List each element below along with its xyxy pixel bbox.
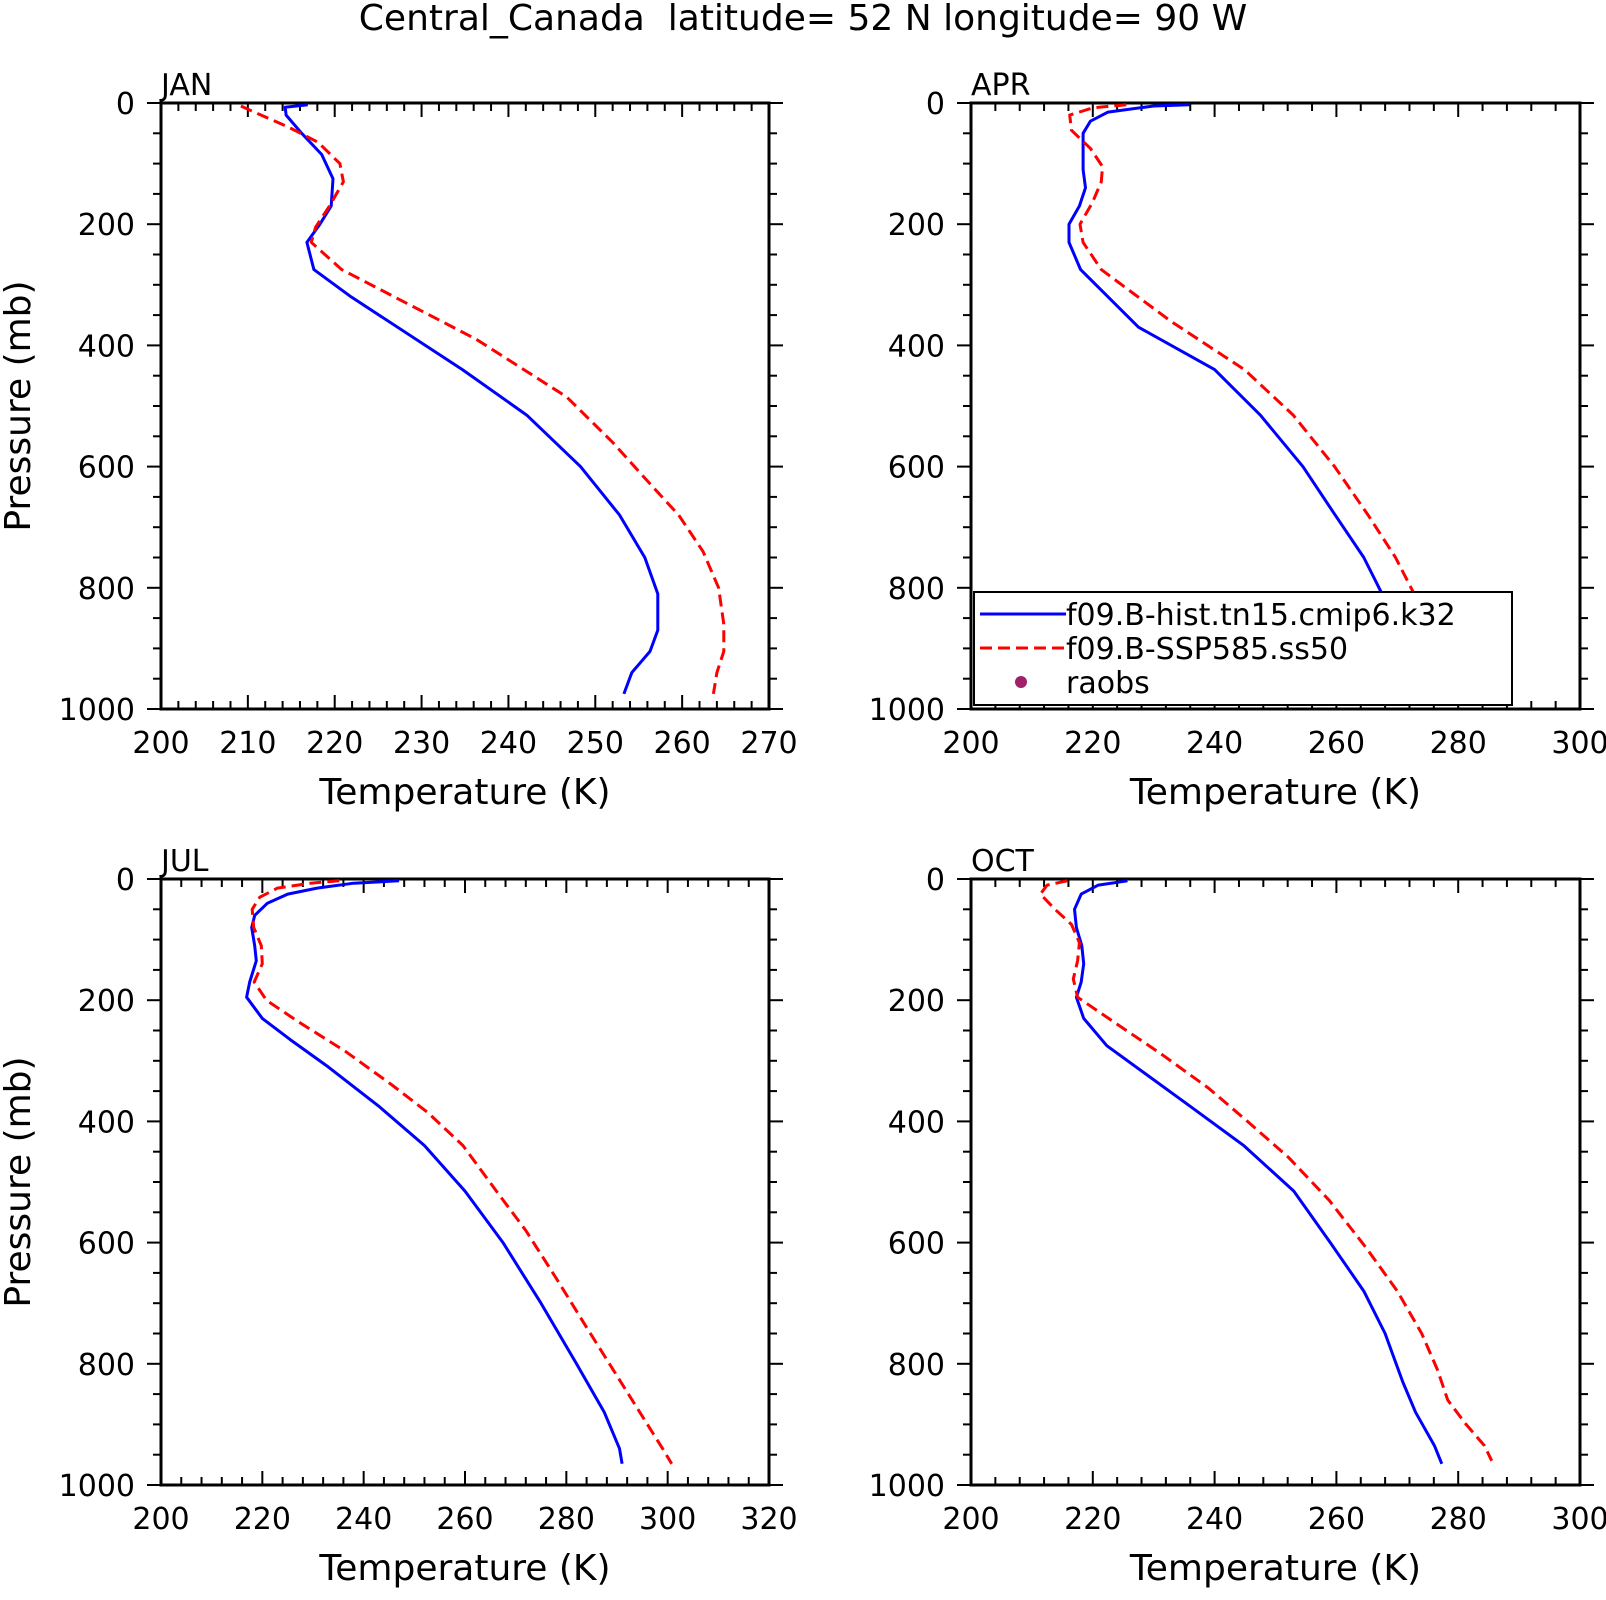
x-tick-label: 220: [1064, 726, 1121, 761]
x-tick-label: 300: [639, 1502, 696, 1537]
x-tick-label: 320: [740, 1502, 797, 1537]
panel-title: OCT: [971, 844, 1035, 879]
panel-apr: APR 200 220 240 260 280 300 0 200 400 600 800 1000 Te…: [869, 68, 1606, 813]
x-tick-label: 280: [1430, 726, 1487, 761]
hist-series-line: [283, 103, 660, 695]
x-tick-label: 300: [1551, 726, 1606, 761]
ssp585-series-line: [240, 104, 726, 695]
y-tick-label: 200: [888, 208, 945, 243]
panel-title: JUL: [159, 844, 209, 879]
panel-jan: JAN 200 210 220 230 240 250 260 270 0 200 400 600 800…: [0, 68, 798, 813]
y-tick-label: 400: [888, 329, 945, 364]
x-axis-label: Temperature (K): [318, 1548, 610, 1589]
x-tick-label: 220: [234, 1502, 291, 1537]
x-tick-label: 240: [480, 726, 537, 761]
x-tick-label: 260: [1308, 1502, 1365, 1537]
y-tick-label: 800: [888, 1348, 945, 1383]
y-tick-label: 600: [78, 451, 135, 486]
x-axis-label: Temperature (K): [1129, 1548, 1421, 1589]
y-tick-label: 600: [888, 1227, 945, 1262]
x-tick-label: 210: [219, 726, 276, 761]
legend-marker: [1015, 676, 1027, 688]
x-tick-label: 250: [567, 726, 624, 761]
x-tick-label: 260: [654, 726, 711, 761]
y-tick-label: 800: [78, 1348, 135, 1383]
x-tick-label: 230: [393, 726, 450, 761]
legend-label: raobs: [1066, 666, 1150, 701]
x-tick-label: 260: [1308, 726, 1365, 761]
plot-frame: [969, 877, 1582, 1487]
y-tick-label: 1000: [869, 693, 945, 728]
plot-frame: [159, 101, 771, 711]
y-tick-label: 800: [78, 572, 135, 607]
x-tick-label: 220: [306, 726, 363, 761]
y-tick-label: 200: [78, 208, 135, 243]
legend: f09.B-hist.tn15.cmip6.k32f09.B-SSP585.ss…: [973, 591, 1513, 706]
y-tick-label: 0: [926, 87, 945, 122]
x-axis-label: Temperature (K): [1129, 772, 1421, 813]
y-tick-label: 1000: [59, 1469, 135, 1504]
figure-title: Central_Canada latitude= 52 N longitude=…: [359, 0, 1247, 39]
panel-title: JAN: [159, 68, 212, 103]
x-tick-label: 240: [335, 1502, 392, 1537]
y-tick-label: 200: [78, 984, 135, 1019]
x-tick-label: 240: [1186, 726, 1243, 761]
y-tick-label: 400: [78, 1105, 135, 1140]
x-tick-label: 260: [436, 1502, 493, 1537]
y-tick-label: 600: [888, 451, 945, 486]
y-tick-label: 0: [926, 863, 945, 898]
x-tick-label: 200: [942, 726, 999, 761]
legend-label: f09.B-SSP585.ss50: [1066, 632, 1348, 667]
x-tick-label: 270: [740, 726, 797, 761]
y-tick-label: 800: [888, 572, 945, 607]
x-tick-label: 300: [1551, 1502, 1606, 1537]
y-axis-label: Pressure (mb): [0, 1056, 39, 1307]
y-tick-label: 1000: [59, 693, 135, 728]
x-tick-label: 200: [132, 1502, 189, 1537]
ssp585-series-line: [1068, 103, 1466, 695]
x-tick-label: 200: [132, 726, 189, 761]
y-tick-label: 0: [116, 87, 135, 122]
x-tick-label: 280: [1430, 1502, 1487, 1537]
panels-group: JAN 200 210 220 230 240 250 260 270 0 200 400 600 800…: [0, 68, 1606, 1589]
x-tick-label: 280: [538, 1502, 595, 1537]
hist-series-line: [1067, 103, 1421, 695]
hist-series-line: [245, 879, 624, 1465]
ssp585-series-line: [250, 879, 673, 1465]
y-tick-label: 600: [78, 1227, 135, 1262]
y-tick-label: 400: [888, 1105, 945, 1140]
legend-box: [973, 591, 1513, 706]
y-tick-label: 400: [78, 329, 135, 364]
y-tick-label: 0: [116, 863, 135, 898]
y-axis-label: Pressure (mb): [0, 280, 39, 531]
x-tick-label: 200: [942, 1502, 999, 1537]
panel-title: APR: [971, 68, 1030, 103]
x-tick-label: 220: [1064, 1502, 1121, 1537]
y-tick-label: 200: [888, 984, 945, 1019]
panel-oct: OCT 200 220 240 260 280 300 0 200 400 600 800 1000 Te…: [869, 844, 1606, 1589]
x-axis-label: Temperature (K): [318, 772, 610, 813]
legend-label: f09.B-hist.tn15.cmip6.k32: [1066, 598, 1456, 633]
y-tick-label: 1000: [869, 1469, 945, 1504]
ssp585-series-line: [1038, 879, 1494, 1462]
hist-series-line: [1073, 879, 1444, 1465]
panel-jul: JUL 200 220 240 260 280 300 320 0 200 400 600 800 100…: [0, 844, 798, 1589]
x-tick-label: 240: [1186, 1502, 1243, 1537]
